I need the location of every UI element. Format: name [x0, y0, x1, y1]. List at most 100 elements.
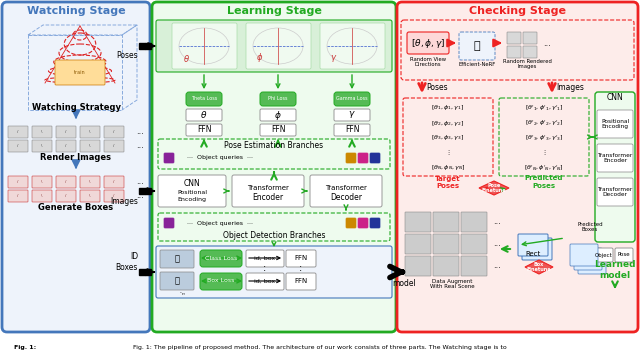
FancyBboxPatch shape: [200, 250, 242, 267]
Text: $[\theta'_3,\phi'_3,\gamma'_3]$: $[\theta'_3,\phi'_3,\gamma'_3]$: [525, 133, 563, 143]
Text: Transformer
Encoder: Transformer Encoder: [597, 153, 632, 163]
FancyBboxPatch shape: [104, 190, 124, 202]
Text: Checking Stage: Checking Stage: [469, 6, 566, 16]
Text: $\vdots$: $\vdots$: [445, 149, 451, 157]
Text: FFN: FFN: [294, 255, 308, 261]
FancyBboxPatch shape: [461, 256, 487, 276]
FancyBboxPatch shape: [156, 20, 392, 72]
Text: $[\theta_N,\phi_N,\gamma_N]$: $[\theta_N,\phi_N,\gamma_N]$: [431, 163, 465, 173]
Text: $[\theta_3,\phi_3,\gamma_3]$: $[\theta_3,\phi_3,\gamma_3]$: [431, 134, 465, 143]
Text: Phi Loss: Phi Loss: [268, 97, 288, 102]
Text: ...: ...: [136, 191, 144, 200]
Text: /: /: [65, 180, 67, 184]
FancyBboxPatch shape: [405, 256, 431, 276]
Text: Theta Loss: Theta Loss: [191, 97, 217, 102]
Text: $[\theta,\phi,\gamma]$: $[\theta,\phi,\gamma]$: [411, 37, 445, 50]
FancyBboxPatch shape: [32, 140, 52, 152]
FancyBboxPatch shape: [164, 153, 174, 163]
Text: /: /: [17, 194, 19, 198]
Text: Positional
Encoding: Positional Encoding: [601, 118, 629, 129]
Text: ...: ...: [136, 177, 144, 186]
Text: ...: ...: [136, 141, 144, 150]
Text: ...: ...: [493, 218, 501, 227]
Text: Object: Object: [595, 252, 613, 257]
FancyBboxPatch shape: [200, 273, 242, 290]
FancyBboxPatch shape: [186, 124, 222, 136]
Text: Object Detection Branches: Object Detection Branches: [223, 232, 325, 241]
FancyBboxPatch shape: [518, 234, 548, 256]
Text: Encoding: Encoding: [177, 197, 207, 202]
Text: Pose
Finetune: Pose Finetune: [482, 183, 506, 194]
Text: Class Loss: Class Loss: [205, 256, 237, 261]
Text: Target
Poses: Target Poses: [435, 176, 461, 188]
Text: Poses: Poses: [116, 51, 138, 61]
Text: Predicted
Poses: Predicted Poses: [525, 176, 563, 188]
FancyBboxPatch shape: [145, 43, 151, 49]
Text: ...: ...: [493, 261, 501, 270]
FancyBboxPatch shape: [80, 140, 100, 152]
FancyBboxPatch shape: [152, 2, 396, 332]
FancyBboxPatch shape: [55, 60, 105, 85]
Text: ...: ...: [493, 239, 501, 248]
FancyBboxPatch shape: [286, 250, 316, 267]
FancyBboxPatch shape: [56, 190, 76, 202]
FancyBboxPatch shape: [358, 218, 368, 228]
FancyBboxPatch shape: [407, 32, 449, 54]
FancyBboxPatch shape: [522, 238, 552, 260]
FancyBboxPatch shape: [246, 23, 311, 69]
FancyBboxPatch shape: [461, 234, 487, 254]
Text: \: \: [42, 130, 43, 134]
Text: Fig. 1: The pipeline of proposed method. The architecture of our work consists o: Fig. 1: The pipeline of proposed method.…: [133, 345, 507, 350]
FancyBboxPatch shape: [310, 175, 382, 207]
FancyBboxPatch shape: [56, 126, 76, 138]
Text: Positional: Positional: [177, 191, 207, 196]
Text: \: \: [90, 130, 91, 134]
Text: \: \: [90, 180, 91, 184]
FancyBboxPatch shape: [32, 176, 52, 188]
FancyBboxPatch shape: [578, 252, 606, 274]
FancyBboxPatch shape: [507, 32, 521, 44]
Text: $\cdot_n$: $\cdot_n$: [179, 290, 185, 298]
Text: ID
Boxes: ID Boxes: [116, 252, 138, 272]
FancyBboxPatch shape: [172, 23, 237, 69]
Text: model: model: [392, 280, 416, 289]
Text: /: /: [65, 144, 67, 148]
FancyBboxPatch shape: [405, 234, 431, 254]
Text: Transformer: Transformer: [247, 185, 289, 191]
FancyBboxPatch shape: [139, 43, 145, 49]
FancyBboxPatch shape: [597, 110, 633, 138]
Text: ...: ...: [543, 38, 551, 47]
Text: $\theta$: $\theta$: [182, 52, 189, 64]
Text: $[\theta_1,\phi_1,\gamma_1]$: $[\theta_1,\phi_1,\gamma_1]$: [431, 103, 465, 112]
FancyBboxPatch shape: [139, 188, 145, 194]
Text: /: /: [113, 144, 115, 148]
FancyBboxPatch shape: [164, 218, 174, 228]
FancyBboxPatch shape: [8, 126, 28, 138]
Text: $\gamma$: $\gamma$: [330, 52, 338, 64]
FancyBboxPatch shape: [433, 234, 459, 254]
Text: FFN: FFN: [294, 278, 308, 284]
FancyBboxPatch shape: [260, 109, 296, 121]
FancyBboxPatch shape: [246, 250, 284, 267]
FancyBboxPatch shape: [104, 140, 124, 152]
FancyBboxPatch shape: [334, 92, 370, 106]
Text: $[\theta_2,\phi_2,\gamma_2]$: $[\theta_2,\phi_2,\gamma_2]$: [431, 118, 465, 127]
Text: Poses: Poses: [426, 84, 447, 93]
Text: CNN: CNN: [184, 178, 200, 187]
Text: $[\theta'_1,\phi'_1,\gamma'_1]$: $[\theta'_1,\phi'_1,\gamma'_1]$: [525, 103, 563, 113]
FancyBboxPatch shape: [370, 153, 380, 163]
FancyBboxPatch shape: [186, 92, 222, 106]
Polygon shape: [525, 260, 553, 274]
FancyBboxPatch shape: [232, 175, 304, 207]
Text: Fig. 1:: Fig. 1:: [14, 345, 36, 350]
FancyBboxPatch shape: [597, 144, 633, 172]
FancyBboxPatch shape: [523, 46, 537, 58]
FancyBboxPatch shape: [104, 126, 124, 138]
FancyBboxPatch shape: [160, 272, 194, 290]
FancyBboxPatch shape: [8, 140, 28, 152]
Text: :: :: [264, 263, 267, 273]
FancyBboxPatch shape: [597, 178, 633, 206]
Text: \: \: [90, 144, 91, 148]
Text: Pose Estimation Branches: Pose Estimation Branches: [225, 140, 324, 149]
FancyBboxPatch shape: [286, 273, 316, 290]
